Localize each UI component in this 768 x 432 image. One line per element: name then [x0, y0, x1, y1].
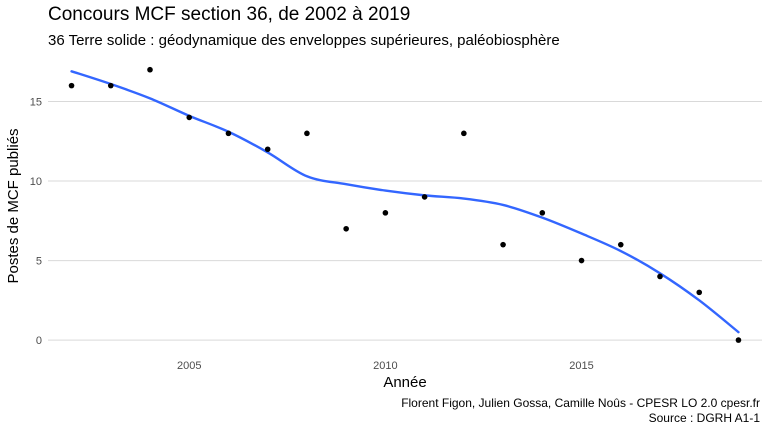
y-tick-label-2: 10: [30, 176, 42, 188]
x-tick-label-1: 2010: [373, 360, 397, 372]
data-point-2012: [461, 130, 467, 137]
data-point-2014: [539, 210, 546, 216]
data-point-2016: [617, 241, 624, 248]
data-point-2006: [225, 130, 232, 137]
data-point-2005: [186, 114, 193, 121]
data-point-2004: [147, 66, 153, 73]
data-point-2017: [657, 273, 663, 280]
ticks-layer: 0 5 10 15 2005 2010 2015: [30, 97, 594, 372]
x-tick-label-2: 2015: [569, 360, 593, 372]
grid-lines: [48, 101, 762, 341]
y-tick-label-0: 0: [36, 335, 42, 347]
data-point-2019: [735, 337, 742, 343]
data-point-2015: [578, 257, 585, 264]
y-tick-label-3: 15: [30, 97, 42, 109]
caption: Florent Figon, Julien Gossa, Camille Noû…: [401, 396, 760, 426]
data-point-2002: [68, 82, 75, 89]
data-point-2003: [107, 82, 114, 89]
data-point-2008: [304, 130, 310, 137]
data-point-2007: [264, 146, 271, 153]
data-point-2018: [696, 289, 703, 296]
caption-authors: Florent Figon, Julien Gossa, Camille Noû…: [401, 396, 760, 410]
caption-source: Source : DGRH A1-1: [648, 411, 760, 425]
chart-subtitle: 36 Terre solide : géodynamique des envel…: [48, 32, 560, 49]
data-point-2009: [343, 225, 349, 232]
trend-layer: [70, 70, 740, 334]
x-axis-title: Année: [383, 374, 426, 391]
x-tick-label-0: 2005: [177, 360, 201, 372]
data-point-2010: [382, 210, 389, 216]
data-point-2013: [500, 241, 506, 248]
points-layer: [68, 66, 742, 343]
trend-line: [70, 70, 740, 334]
y-tick-label-1: 5: [36, 256, 42, 268]
data-point-2011: [421, 194, 428, 200]
chart-title: Concours MCF section 36, de 2002 à 2019: [48, 4, 411, 25]
y-axis-title: Postes de MCF publiés: [5, 128, 22, 283]
